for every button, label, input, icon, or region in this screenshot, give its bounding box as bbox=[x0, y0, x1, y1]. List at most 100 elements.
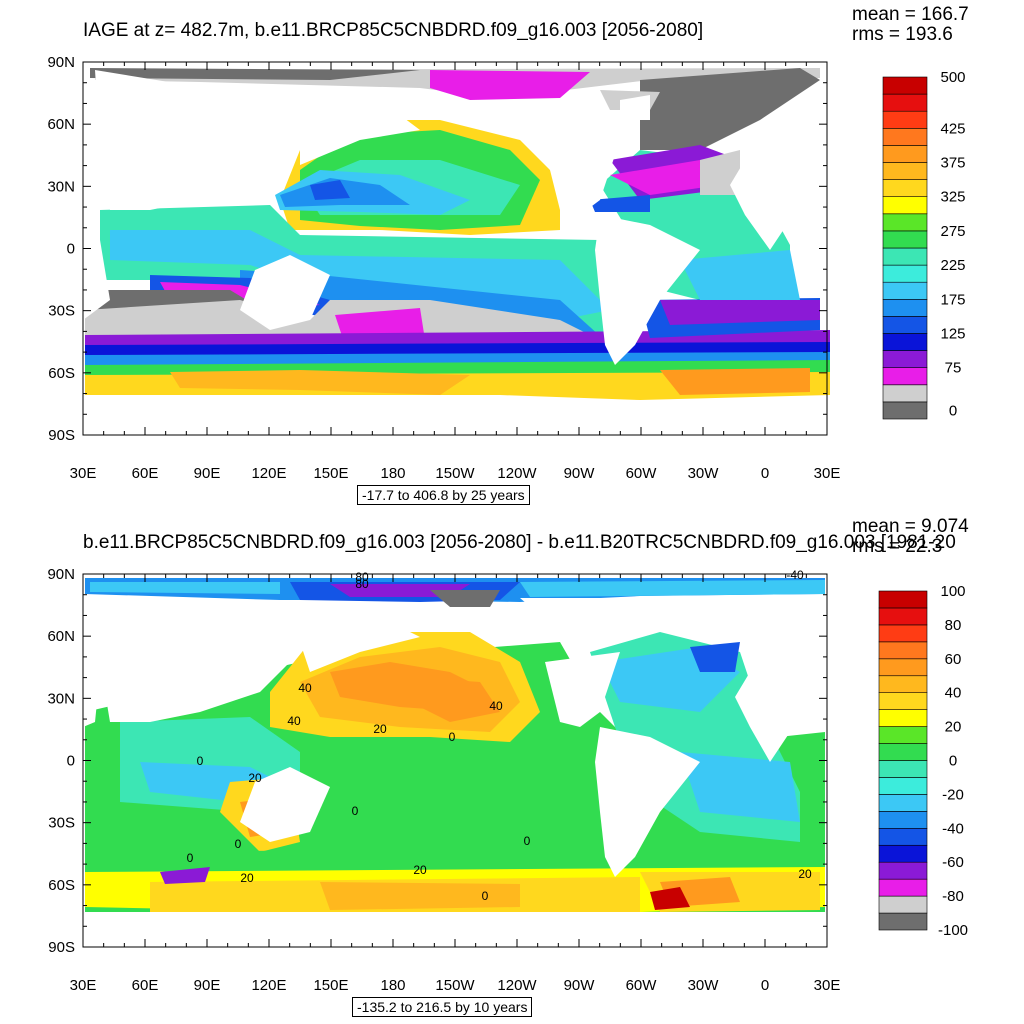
bottom-lon-label: 120E bbox=[251, 977, 286, 994]
bottom-lat-label: 0 bbox=[67, 753, 75, 770]
top-colorbar-swatch bbox=[882, 333, 928, 351]
top-lon-label: 90W bbox=[564, 465, 596, 482]
top-colorbar-label: 75 bbox=[945, 360, 962, 377]
top-lat-label: 60S bbox=[48, 365, 75, 382]
bottom-lon-label: 90E bbox=[194, 977, 221, 994]
top-colorbar-swatch bbox=[882, 128, 928, 146]
bottom-lon-label: 120W bbox=[497, 977, 537, 994]
contour-label: 20 bbox=[798, 867, 812, 881]
bottom-colorbar-label: -40 bbox=[942, 820, 964, 837]
bottom-lon-label: 0 bbox=[761, 977, 769, 994]
bottom-colorbar-swatch bbox=[878, 743, 928, 761]
top-colorbar-swatch bbox=[882, 179, 928, 198]
top-lon-label: 180 bbox=[380, 465, 405, 482]
top-lon-label: 30E bbox=[814, 465, 841, 482]
bottom-continents bbox=[83, 598, 820, 877]
bottom-colorbar-label: 40 bbox=[945, 685, 962, 702]
top-lat-label: 0 bbox=[67, 241, 75, 258]
contour-label: 20 bbox=[373, 722, 387, 736]
top-colorbar-swatch bbox=[882, 401, 928, 420]
top-colorbar-label: 125 bbox=[940, 326, 965, 343]
bottom-lon-label: 150E bbox=[313, 977, 348, 994]
bottom-lon-label: 150W bbox=[435, 977, 475, 994]
bottom-colorbar-label: 20 bbox=[945, 719, 962, 736]
contour-label: 40 bbox=[489, 699, 503, 713]
bottom-lon-label: 60W bbox=[626, 977, 658, 994]
contour-label: 80 bbox=[355, 577, 369, 591]
top-lat-label: 90N bbox=[47, 54, 75, 71]
bottom-colorbar-swatch bbox=[878, 709, 928, 727]
bottom-colorbar-label: -20 bbox=[942, 786, 964, 803]
top-colorbar-label: 175 bbox=[940, 291, 965, 308]
bottom-colorbar-swatch bbox=[878, 641, 928, 660]
contour-label: 0 bbox=[449, 730, 456, 744]
top-colorbar-swatch bbox=[882, 367, 928, 386]
top-lon-label: 90E bbox=[194, 465, 221, 482]
bottom-lon-label: 180 bbox=[380, 977, 405, 994]
contour-label: 20 bbox=[240, 871, 254, 885]
bottom-colorbar-label: 80 bbox=[945, 617, 962, 634]
bottom-colorbar-label: -60 bbox=[942, 854, 964, 871]
top-colorbar-swatch bbox=[882, 247, 928, 266]
top-colorbar-label: 225 bbox=[940, 257, 965, 274]
top-colorbar-swatch bbox=[882, 316, 928, 334]
top-colorbar-label: 275 bbox=[940, 223, 965, 240]
bottom-colorbar-swatch bbox=[878, 844, 928, 863]
bottom-lon-label: 30E bbox=[814, 977, 841, 994]
bottom-lon-label: 30W bbox=[688, 977, 720, 994]
top-map: 90N 60N 30N 0 30S 60S 90S 30E 60E 90E 120E 150E 180 1… bbox=[47, 54, 966, 482]
top-colorbar-label: 0 bbox=[949, 402, 957, 419]
top-range-note: -17.7 to 406.8 by 25 years bbox=[357, 485, 530, 505]
top-colorbar-label: 500 bbox=[940, 69, 965, 86]
top-lat-label: 90S bbox=[48, 427, 75, 444]
top-colorbar-swatch bbox=[882, 145, 928, 163]
top-lon-label: 30E bbox=[70, 465, 97, 482]
bottom-axis-ticks: 90N 60N 30N 0 30S 60S 90S 30E 60E 90E 120E 150E 180 1… bbox=[47, 566, 840, 994]
bottom-colorbar: -100 -80 -60 -40 -20 0 20 40 60 80 100 bbox=[878, 583, 968, 939]
top-lon-label: 120E bbox=[251, 465, 286, 482]
top-colorbar-label: 425 bbox=[940, 120, 965, 137]
bottom-colorbar-label: 100 bbox=[940, 583, 965, 600]
top-colorbar-swatch bbox=[882, 162, 928, 180]
top-lat-label: 30N bbox=[47, 178, 75, 195]
bottom-colorbar-swatch bbox=[878, 878, 928, 897]
bottom-lat-label: 90N bbox=[47, 566, 75, 583]
top-lat-label: 60N bbox=[47, 116, 75, 133]
bottom-colorbar-label: -100 bbox=[938, 922, 968, 939]
bottom-title: b.e11.BRCP85C5CNBDRD.f09_g16.003 [2056-2… bbox=[83, 532, 956, 553]
bottom-colorbar-label: -80 bbox=[942, 888, 964, 905]
contour-label: 20 bbox=[413, 863, 427, 877]
bottom-lon-label: 30E bbox=[70, 977, 97, 994]
bottom-lon-label: 90W bbox=[564, 977, 596, 994]
bottom-colorbar-swatch bbox=[878, 624, 928, 643]
bottom-colorbar-swatch bbox=[878, 726, 928, 744]
bottom-range-note: -135.2 to 216.5 by 10 years bbox=[352, 997, 533, 1017]
contour-label: 20 bbox=[248, 771, 262, 785]
bottom-colorbar-swatch bbox=[878, 675, 928, 694]
contour-label: 0 bbox=[352, 804, 359, 818]
bottom-colorbar-swatch bbox=[878, 777, 928, 795]
top-colorbar-swatch bbox=[882, 213, 928, 232]
bottom-colorbar-swatch bbox=[878, 895, 928, 914]
top-lon-label: 120W bbox=[497, 465, 537, 482]
bottom-colorbar-swatch bbox=[878, 861, 928, 880]
bottom-colorbar-swatch bbox=[878, 658, 928, 677]
top-lon-label: 150E bbox=[313, 465, 348, 482]
top-colorbar-label: 325 bbox=[940, 189, 965, 206]
top-panel: IAGE at z= 482.7m, b.e11.BRCP85C5CNBDRD.… bbox=[47, 4, 969, 505]
contour-label: 0 bbox=[524, 834, 531, 848]
top-colorbar-swatch bbox=[882, 264, 928, 283]
top-lon-label: 150W bbox=[435, 465, 475, 482]
top-colorbar: 0 75 125 175 225 275 325 375 425 500 bbox=[882, 69, 966, 420]
top-axis-ticks: 90N 60N 30N 0 30S 60S 90S 30E 60E 90E 120E 150E 180 1… bbox=[47, 54, 840, 482]
bottom-lon-label: 60E bbox=[132, 977, 159, 994]
top-colorbar-swatch bbox=[882, 384, 928, 403]
contour-label: 0 bbox=[187, 851, 194, 865]
bottom-panel: b.e11.BRCP85C5CNBDRD.f09_g16.003 [2056-2… bbox=[0, 512, 1024, 1024]
top-colorbar-swatch bbox=[882, 93, 928, 112]
bottom-colorbar-swatch bbox=[878, 590, 928, 609]
top-lat-label: 30S bbox=[48, 303, 75, 320]
bottom-colorbar-swatch bbox=[878, 811, 928, 829]
top-rms: rms = 193.6 bbox=[852, 24, 953, 45]
